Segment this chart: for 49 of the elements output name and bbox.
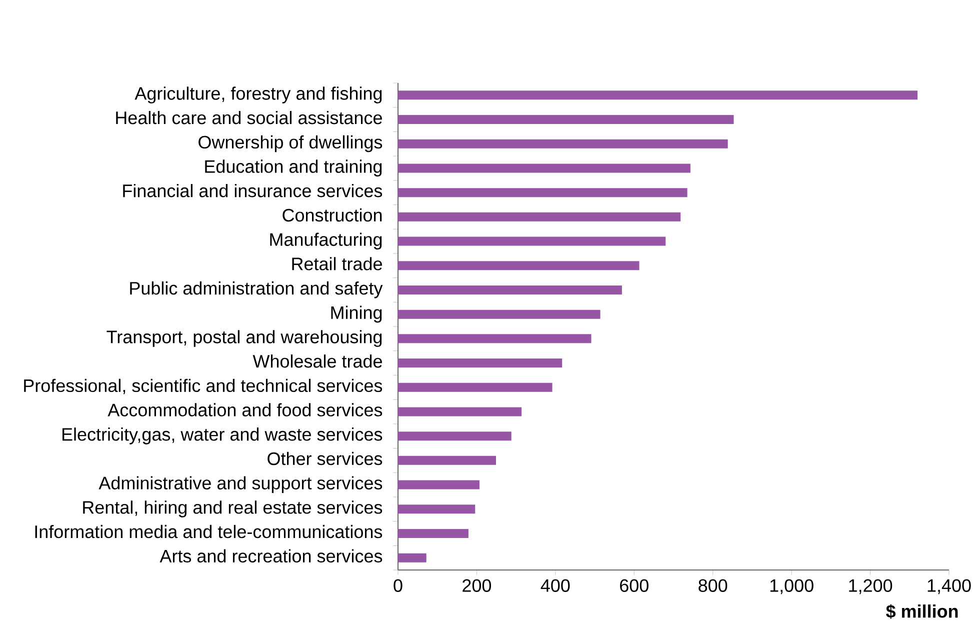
bar bbox=[398, 212, 681, 222]
x-tick-label: 1,000 bbox=[770, 579, 814, 594]
bar bbox=[398, 382, 552, 392]
bar bbox=[398, 90, 918, 100]
y-tick-label: Ownership of dwellings bbox=[198, 135, 382, 152]
x-tick-label: 1,200 bbox=[849, 579, 892, 594]
y-tick-label: Retail trade bbox=[292, 257, 382, 270]
y-tick-label: Education and training bbox=[205, 160, 382, 176]
y-tick-label: Accommodation and food services bbox=[108, 403, 382, 416]
y-tick-label: Information media and tele-communications bbox=[35, 524, 382, 538]
bar bbox=[398, 236, 666, 246]
y-tick-label: Electricity,gas, water and waste services bbox=[62, 428, 382, 444]
bar bbox=[398, 504, 476, 514]
bar bbox=[398, 432, 512, 441]
y-tick-label: Other services bbox=[268, 452, 382, 466]
y-tick-label: Professional, scientific and technical services bbox=[24, 378, 382, 394]
bar bbox=[398, 334, 592, 344]
bar bbox=[398, 188, 688, 198]
y-tick-label: Transport, postal and warehousing bbox=[106, 330, 382, 347]
bar bbox=[398, 456, 496, 465]
y-tick-label: Public administration and safety bbox=[130, 281, 383, 298]
y-tick-label: Agriculture, forestry and fishing bbox=[134, 86, 382, 104]
y-tick-label: Arts and recreation services bbox=[160, 549, 382, 563]
bar bbox=[398, 285, 622, 294]
y-tick-label: Mining bbox=[331, 306, 382, 323]
bar bbox=[398, 480, 480, 490]
y-tick-label: Rental, hiring and real estate services bbox=[83, 500, 382, 518]
y-tick-label: Manufacturing bbox=[270, 232, 382, 250]
bar bbox=[398, 139, 728, 148]
bar bbox=[398, 115, 734, 124]
x-tick-label: 200 bbox=[462, 579, 492, 592]
x-axis-title: $ million bbox=[886, 604, 958, 619]
y-tick-label: Construction bbox=[282, 208, 382, 222]
x-tick-label: 600 bbox=[620, 579, 648, 592]
bar bbox=[398, 310, 600, 319]
bar bbox=[398, 164, 690, 173]
bar bbox=[398, 553, 426, 562]
y-tick-label: Wholesale trade bbox=[252, 354, 382, 368]
y-tick-label: Administrative and support services bbox=[98, 476, 382, 494]
y-tick-label: Health care and social assistance bbox=[116, 110, 382, 124]
y-tick-label: Financial and insurance services bbox=[123, 184, 382, 198]
x-tick-label: 400 bbox=[540, 579, 570, 592]
bar bbox=[398, 528, 468, 538]
x-tick-label: 1,400 bbox=[928, 579, 971, 594]
x-tick-label: 0 bbox=[394, 579, 402, 592]
bar bbox=[398, 261, 640, 270]
bar bbox=[398, 407, 522, 416]
x-tick-label: 800 bbox=[698, 579, 728, 592]
bar bbox=[398, 358, 562, 368]
